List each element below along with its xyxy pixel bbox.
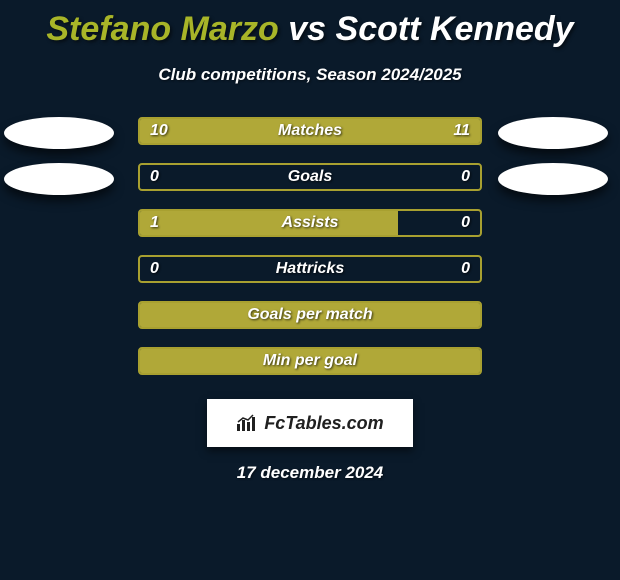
vs-text: vs (288, 10, 326, 48)
stat-bar: 1011Matches (138, 117, 482, 145)
stat-label: Hattricks (140, 257, 480, 281)
stat-row: 1011Matches (0, 117, 620, 163)
brand-text: FcTables.com (264, 413, 383, 434)
stat-row: 00Hattricks (0, 255, 620, 301)
stats-container: 1011Matches 00Goals 10Assists 00Hattricks Go… (0, 117, 620, 393)
player1-oval (4, 117, 114, 149)
stat-bar: Min per goal (138, 347, 482, 375)
player1-oval (4, 163, 114, 195)
brand-badge: FcTables.com (207, 399, 413, 447)
player2-name: Scott Kennedy (336, 10, 574, 48)
date-text: 17 december 2024 (0, 463, 620, 483)
stat-label: Min per goal (140, 349, 480, 373)
stat-row: 00Goals (0, 163, 620, 209)
stat-bar: 00Hattricks (138, 255, 482, 283)
stat-row: Min per goal (0, 347, 620, 393)
player2-oval (498, 117, 608, 149)
subtitle: Club competitions, Season 2024/2025 (0, 65, 620, 85)
stat-label: Assists (140, 211, 480, 235)
comparison-title: Stefano Marzo vs Scott Kennedy (0, 0, 620, 49)
stat-bar: Goals per match (138, 301, 482, 329)
player1-name: Stefano Marzo (46, 10, 278, 48)
stat-label: Goals (140, 165, 480, 189)
chart-icon (236, 414, 258, 432)
stat-label: Matches (140, 119, 480, 143)
stat-row: 10Assists (0, 209, 620, 255)
stat-bar: 00Goals (138, 163, 482, 191)
stat-label: Goals per match (140, 303, 480, 327)
player2-oval (498, 163, 608, 195)
stat-row: Goals per match (0, 301, 620, 347)
stat-bar: 10Assists (138, 209, 482, 237)
